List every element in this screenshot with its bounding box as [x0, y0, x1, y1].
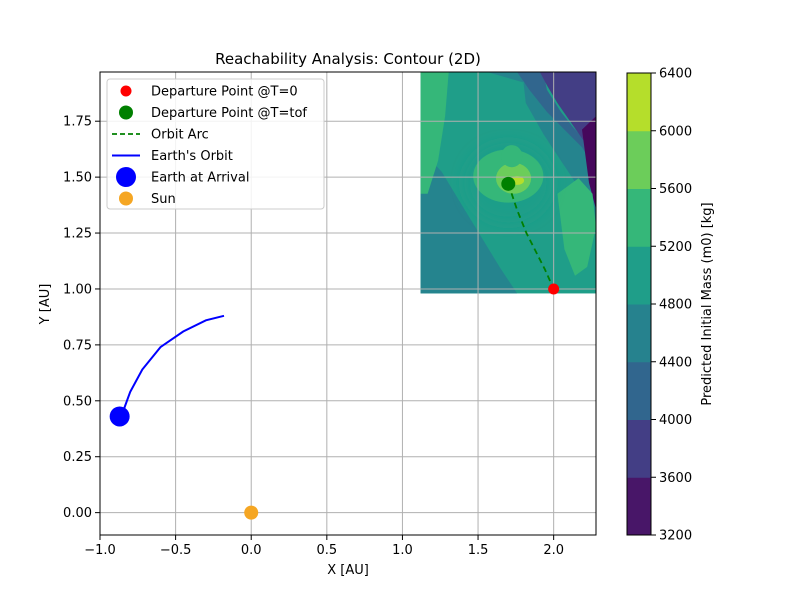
legend-item: Orbit Arc	[112, 128, 209, 143]
legend-marker-swatch	[119, 105, 133, 120]
y-axis-label: Y [AU]	[38, 284, 53, 326]
contour-band-5200-right	[557, 178, 596, 276]
colorbar-tick-label: 4400	[659, 355, 692, 370]
y-tick-label: 0.75	[63, 338, 92, 353]
contour-band-5200-left	[420, 72, 449, 194]
y-tick-label: 1.00	[63, 282, 92, 297]
colorbar-segment	[627, 73, 651, 132]
colorbar: 3200 3600 4000 4400 4800 5200 5600 6000 6400	[626, 67, 692, 544]
legend-item: Earth's Orbit	[112, 149, 233, 164]
legend-item: Earth at Arrival	[116, 167, 249, 187]
x-tick-label: 1.5	[468, 543, 489, 558]
chart-title: Reachability Analysis: Contour (2D)	[215, 50, 481, 68]
colorbar-tick-label: 5200	[659, 240, 692, 255]
legend-label: Earth at Arrival	[151, 171, 249, 186]
x-tick-label: −1.0	[84, 543, 116, 558]
colorbar-label: Predicted Initial Mass (m0) [kg]	[700, 202, 715, 405]
x-tick-label: 0.5	[316, 543, 337, 558]
contour-band-4400-lower	[420, 149, 518, 294]
y-tick-label: 1.25	[63, 227, 92, 242]
legend-marker-swatch	[119, 191, 133, 206]
series-layer	[109, 176, 560, 520]
colorbar-segment	[627, 361, 651, 420]
legend-item: Departure Point @T=0	[120, 85, 298, 100]
earth-orbit-line	[120, 314, 225, 417]
x-tick-label: 0.0	[241, 543, 262, 558]
orbit-arc-line	[507, 183, 555, 290]
colorbar-tick-label: 3200	[659, 529, 692, 544]
x-tick-label: −0.5	[160, 543, 192, 558]
x-tick-label: 2.0	[543, 543, 564, 558]
y-axis-ticks: 0.00 0.25 0.50 0.75 1.00 1.25 1.50 1.75	[63, 115, 100, 521]
legend-label: Departure Point @T=0	[151, 85, 298, 100]
departure-point-t-tof-marker	[501, 176, 516, 191]
y-tick-label: 0.00	[63, 506, 92, 521]
legend: Departure Point @T=0 Departure Point @T=t…	[106, 78, 325, 210]
legend-marker-swatch	[120, 85, 132, 97]
x-tick-label: 1.0	[392, 543, 413, 558]
colorbar-segment	[627, 419, 651, 478]
colorbar-tick-label: 4800	[659, 298, 692, 313]
legend-label: Departure Point @T=tof	[151, 106, 307, 121]
legend-marker-swatch	[116, 167, 136, 187]
axes-frame	[99, 71, 597, 536]
legend-item: Sun	[119, 191, 176, 207]
contour-band-4000	[517, 72, 596, 170]
sun-marker	[244, 505, 259, 520]
colorbar-tick-label: 6000	[659, 124, 692, 139]
y-tick-label: 1.50	[63, 171, 92, 186]
colorbar-segment	[627, 246, 651, 305]
colorbar-segment	[627, 188, 651, 247]
contour-band-3200	[582, 116, 596, 210]
x-axis-ticks: −1.0 −0.5 0.0 0.5 1.0 1.5 2.0	[84, 535, 564, 558]
colorbar-segment	[627, 304, 651, 363]
colorbar-tick-label: 5600	[659, 182, 692, 197]
legend-item: Departure Point @T=tof	[119, 105, 307, 121]
colorbar-tick-label: 3600	[659, 471, 692, 486]
colorbar-tick-label: 4000	[659, 413, 692, 428]
departure-point-t-0-marker	[548, 283, 560, 295]
y-tick-label: 1.75	[63, 115, 92, 130]
colorbar-tick-label: 6400	[659, 67, 692, 82]
y-tick-label: 0.25	[63, 450, 92, 465]
legend-label: Sun	[151, 192, 176, 207]
legend-label: Earth's Orbit	[151, 149, 233, 164]
x-axis-label: X [AU]	[327, 563, 369, 578]
y-tick-label: 0.50	[63, 394, 92, 409]
legend-label: Orbit Arc	[151, 128, 209, 143]
legend-box	[106, 78, 325, 210]
colorbar-segment	[627, 130, 651, 189]
colorbar-segment	[627, 477, 651, 536]
earth-at-arrival-marker	[109, 406, 130, 427]
